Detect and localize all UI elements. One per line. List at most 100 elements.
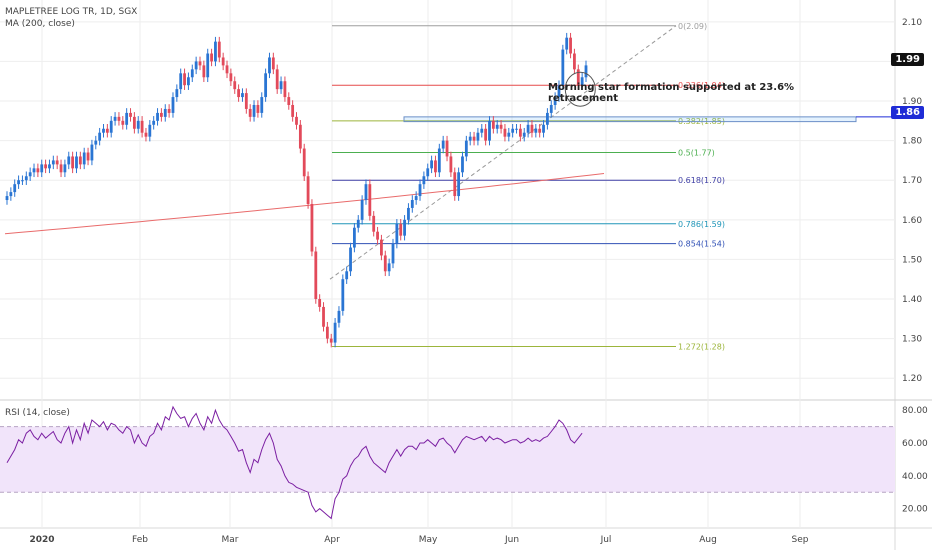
candle-body: [109, 120, 113, 133]
candle-body: [383, 255, 387, 272]
candle-body: [268, 57, 271, 74]
morning-star-circle: [564, 71, 596, 107]
candle-body: [132, 116, 136, 129]
candle-body: [237, 89, 240, 98]
time-tick-label: Feb: [132, 535, 148, 545]
candle-body: [152, 120, 156, 125]
price-tick-label: 1.30: [902, 335, 922, 345]
candle-body: [434, 160, 437, 173]
price-tick-label: 2.10: [902, 18, 922, 28]
candle-body: [24, 176, 28, 181]
symbol-title: MAPLETREE LOG TR, 1D, SGX: [5, 7, 138, 17]
candle-body: [13, 184, 17, 193]
candle-body: [325, 326, 329, 339]
candle-body: [244, 93, 248, 109]
candle-body: [190, 69, 194, 78]
time-tick-label: May: [419, 535, 438, 545]
candle-body: [306, 176, 310, 204]
candle-body: [445, 140, 449, 157]
candle-body: [511, 128, 515, 133]
candle-body: [557, 85, 561, 98]
time-tick-label: Aug: [699, 535, 717, 545]
candle-body: [136, 120, 140, 129]
candle-body: [584, 65, 588, 78]
price-tick-label: 1.20: [902, 374, 922, 384]
candle-body: [561, 49, 565, 86]
fib-level-label: 0.5(1.77): [678, 149, 715, 158]
candle-body: [210, 53, 213, 62]
ma-indicator-label: MA (200, close): [5, 19, 75, 29]
candle-body: [98, 132, 102, 141]
candle-body: [225, 65, 229, 74]
candle-body: [480, 128, 484, 133]
candle-body: [163, 108, 167, 117]
candle-body: [295, 116, 298, 125]
candle-body: [5, 196, 9, 201]
candle-body: [36, 168, 40, 173]
candle-body: [217, 41, 221, 58]
candle-body: [391, 243, 395, 264]
candle-body: [202, 65, 206, 78]
candle-body: [78, 156, 82, 165]
candle-body: [414, 196, 418, 201]
rsi-tick-label: 20.00: [902, 505, 928, 515]
candle-body: [144, 132, 148, 137]
rsi-legend: RSI (14, close): [5, 407, 70, 419]
candle-body: [298, 124, 302, 149]
candle-body: [252, 104, 256, 117]
candle-body: [380, 239, 383, 256]
candle-body: [364, 184, 368, 201]
candle-body: [55, 160, 59, 165]
candle-body: [63, 164, 67, 173]
candle-body: [322, 306, 325, 327]
candle-body: [275, 69, 279, 90]
candle-body: [171, 97, 175, 113]
candle-body: [426, 168, 430, 177]
candle-body: [140, 120, 144, 133]
candle-body: [345, 271, 349, 280]
candle-body: [437, 148, 441, 173]
candle-body: [148, 124, 152, 137]
candle-body: [515, 128, 518, 130]
time-tick-label: Jul: [600, 535, 612, 545]
candle-body: [538, 128, 542, 133]
candle-body: [518, 128, 522, 137]
candle-body: [51, 160, 55, 165]
candle-body: [198, 61, 202, 66]
candle-body: [48, 164, 51, 169]
candle-body: [283, 81, 287, 98]
candle-body: [337, 310, 341, 323]
candle-body: [441, 140, 445, 149]
price-tick-label: 1.90: [902, 97, 922, 107]
chart-legend: MAPLETREE LOG TR, 1D, SGX MA (200, close…: [5, 6, 137, 30]
candle-body: [287, 97, 291, 105]
candle-body: [468, 136, 472, 141]
candle-body: [341, 279, 345, 311]
candle-body: [17, 180, 20, 185]
fib-level-label: 0.618(1.70): [678, 176, 725, 185]
time-tick-label: Sep: [792, 535, 809, 545]
candle-body: [40, 164, 44, 173]
candle-body: [113, 116, 117, 121]
support-zone: [403, 116, 857, 123]
candle-body: [175, 89, 179, 98]
candle-body: [576, 69, 580, 86]
candle-body: [75, 156, 78, 169]
ma200-line: [4, 173, 605, 235]
candle-body: [214, 41, 217, 62]
candle-body: [271, 57, 275, 70]
annotation-line-2: retracement: [548, 93, 618, 104]
candle-body: [187, 77, 190, 86]
candle-body: [121, 120, 125, 125]
candle-body: [488, 120, 491, 141]
price-tick-label: 1.70: [902, 176, 922, 186]
candle-body: [71, 156, 75, 169]
candle-body: [329, 338, 333, 343]
candle-body: [430, 160, 433, 169]
candle-body: [117, 116, 121, 121]
price-tick-label: 1.50: [902, 255, 922, 265]
level-price-tag: 1.86: [891, 106, 924, 119]
candle-body: [194, 61, 198, 70]
candle-body: [105, 128, 109, 133]
